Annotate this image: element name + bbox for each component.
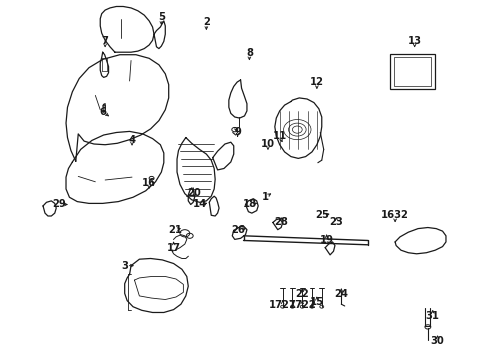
Text: 19: 19 <box>319 235 333 246</box>
Text: 5: 5 <box>158 12 164 22</box>
Text: 23: 23 <box>329 217 343 228</box>
Text: 14: 14 <box>192 199 206 210</box>
Bar <box>389 54 434 89</box>
Text: 9: 9 <box>234 127 241 138</box>
Text: 7: 7 <box>102 36 108 46</box>
Text: 21: 21 <box>168 225 182 235</box>
Text: 31: 31 <box>425 311 439 321</box>
Text: 2: 2 <box>203 17 209 27</box>
Text: 24: 24 <box>334 289 347 300</box>
Text: 28: 28 <box>274 217 287 228</box>
Text: 3: 3 <box>121 261 128 271</box>
Text: 10: 10 <box>261 139 274 149</box>
Text: 4: 4 <box>128 135 135 145</box>
Text: 16: 16 <box>142 178 156 188</box>
Text: 1727: 1727 <box>268 300 296 310</box>
Bar <box>393 57 430 86</box>
Text: 13: 13 <box>407 36 421 46</box>
Text: 12: 12 <box>309 77 323 87</box>
Text: 11: 11 <box>272 131 286 141</box>
Text: 30: 30 <box>430 336 444 346</box>
Text: 1: 1 <box>261 192 268 202</box>
Text: 18: 18 <box>242 199 256 210</box>
Text: 15: 15 <box>309 297 323 307</box>
Text: 6: 6 <box>99 107 106 117</box>
Text: 25: 25 <box>314 210 328 220</box>
Text: 1722: 1722 <box>288 300 315 310</box>
Text: 26: 26 <box>231 225 245 235</box>
Text: 17: 17 <box>166 243 180 253</box>
Text: 29: 29 <box>52 199 65 210</box>
Text: 20: 20 <box>187 188 201 198</box>
Text: 8: 8 <box>245 48 252 58</box>
Text: 22: 22 <box>295 289 308 300</box>
Text: 1632: 1632 <box>380 210 408 220</box>
